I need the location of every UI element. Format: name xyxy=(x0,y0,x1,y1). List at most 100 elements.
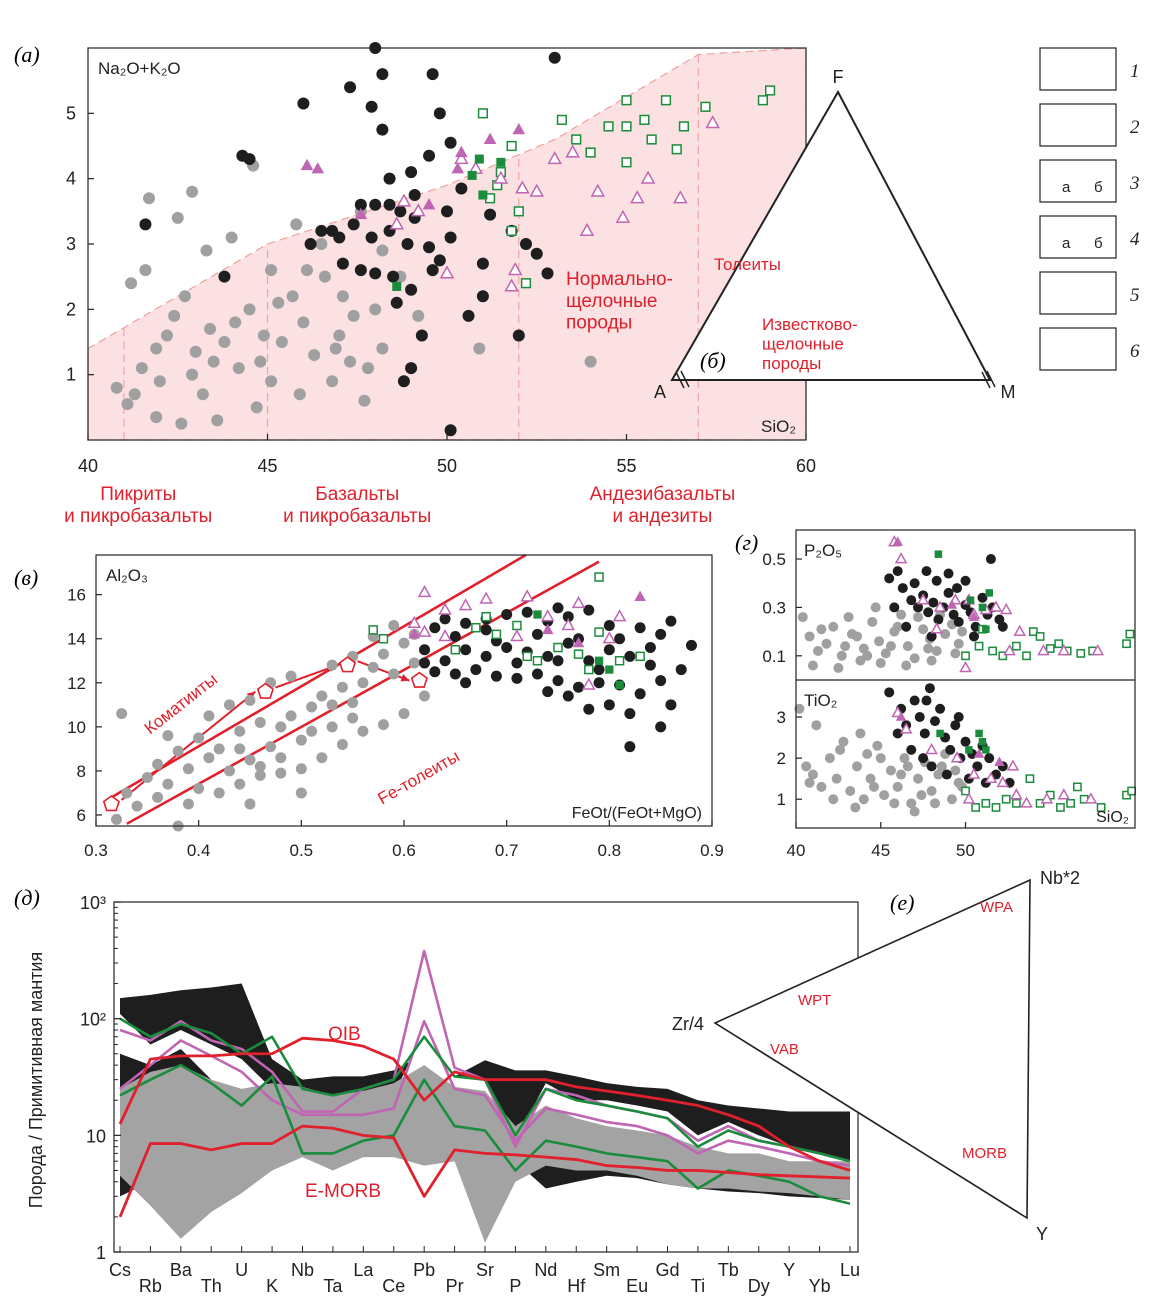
a-green-filled-square xyxy=(392,281,402,291)
a-gray-point xyxy=(308,349,321,362)
g-bottom-gray-point xyxy=(896,769,907,780)
a-black-point xyxy=(476,290,489,303)
g-bottom-pink-open-triangle xyxy=(1006,759,1020,771)
g-bottom-pink-open-triangle xyxy=(1040,792,1054,804)
v-gray-point xyxy=(285,710,297,722)
x-tick-label: K xyxy=(266,1276,278,1296)
v-gray-point xyxy=(141,772,153,784)
region-label: Коматииты xyxy=(141,670,221,738)
x-tick-label: 0.3 xyxy=(84,841,108,860)
a-gray-point xyxy=(290,218,303,231)
a-green-filled-square xyxy=(496,157,506,167)
a-black-point xyxy=(426,68,439,81)
a-gray-point xyxy=(297,316,310,329)
legend-number: 4 xyxy=(1130,229,1140,250)
v-pink-open-triangle xyxy=(438,629,452,642)
g-top-black-point xyxy=(897,583,908,594)
v-black-point xyxy=(511,672,523,684)
g-bottom-gray-point xyxy=(872,740,883,751)
region-label: Fe-толеиты xyxy=(375,746,463,808)
g-bottom-gray-point xyxy=(950,765,961,776)
a-gray-point xyxy=(196,388,209,401)
v-gray-point xyxy=(223,699,235,711)
a-black-point xyxy=(369,198,382,211)
g-top-green-open-square xyxy=(1035,632,1045,641)
legend-box-1 xyxy=(1039,47,1117,91)
v-black-point xyxy=(685,639,697,651)
g-top-pink-open-triangle xyxy=(989,600,1003,612)
v-black-point xyxy=(655,628,667,640)
v-black-point xyxy=(542,686,554,698)
vertex-label: Y xyxy=(1036,1224,1048,1244)
v-green-open-square xyxy=(368,625,378,635)
x-tick-label: 45 xyxy=(871,841,890,860)
g-bottom-gray-point xyxy=(902,761,913,772)
g-bottom-gray-point xyxy=(794,703,805,714)
a-gray-point xyxy=(225,231,238,244)
a-gray-point xyxy=(110,381,123,394)
a-gray-point xyxy=(329,342,342,355)
g-top-gray-point xyxy=(843,612,854,623)
v-pink-open-triangle xyxy=(438,602,452,615)
a-gray-point xyxy=(128,388,141,401)
v-gray-point xyxy=(254,716,266,728)
a-pink-open-triangle xyxy=(454,151,469,165)
v-gray-point xyxy=(116,708,128,720)
v-gray-point xyxy=(377,719,389,731)
g-bottom-gray-point xyxy=(852,761,863,772)
a-pink-filled-triangle xyxy=(512,122,526,135)
g-bottom-gray-point xyxy=(946,794,957,805)
y-tick-label: 16 xyxy=(67,586,86,605)
g-bottom-black-point xyxy=(918,753,929,764)
v-green-open-square xyxy=(594,627,604,637)
g-bottom-gray-point xyxy=(862,749,873,759)
panel-label-g: (г) xyxy=(735,530,758,555)
g-bottom-black-point xyxy=(892,728,903,739)
a-pink-filled-triangle xyxy=(300,158,314,171)
v-gray-point xyxy=(193,732,205,744)
v-green-open-square xyxy=(635,651,645,662)
g-bottom-green-open-square xyxy=(1011,798,1021,808)
g-top-pink-open-triangle xyxy=(933,600,947,612)
v-gray-point xyxy=(275,752,287,764)
a-gray-point xyxy=(369,303,382,316)
v-pink-open-triangle xyxy=(510,629,524,642)
a-black-point xyxy=(333,231,346,244)
g-top-gray-point xyxy=(940,629,951,640)
x-tick-label: Nd xyxy=(534,1260,557,1280)
panel-label-d: (д) xyxy=(14,885,40,910)
a-black-point xyxy=(376,123,389,136)
v-gray-point xyxy=(234,778,246,790)
g-bottom-black-point xyxy=(914,712,925,722)
v-black-point xyxy=(562,611,574,623)
v-gray-point xyxy=(182,763,194,775)
g-top-gray-point xyxy=(923,643,934,654)
a-gray-point xyxy=(189,345,202,358)
a-black-point xyxy=(484,208,497,221)
legend-number: 3 xyxy=(1129,173,1140,194)
a-black-point xyxy=(383,198,396,211)
g-bottom-green-open-square xyxy=(971,803,981,812)
g-bottom-green-filled-square xyxy=(975,729,983,738)
v-gray-point xyxy=(234,725,246,737)
g-bottom-black-point xyxy=(926,761,937,772)
a-black-point xyxy=(455,182,468,195)
a-pink-open-triangle xyxy=(389,216,405,230)
v-green-open-square xyxy=(471,622,481,633)
g-bottom-gray-point xyxy=(811,720,822,731)
v-gray-point xyxy=(152,791,164,803)
v-gray-point xyxy=(244,694,256,706)
a-green-open-square xyxy=(671,144,682,155)
a-green-open-square xyxy=(513,206,524,217)
g-top-black-point xyxy=(968,631,979,642)
y-tick-label: 14 xyxy=(67,630,86,649)
a-gray-point xyxy=(229,316,242,329)
x-tick-label: Sm xyxy=(593,1260,620,1280)
g-top-gray-point xyxy=(804,631,815,642)
v-gray-point xyxy=(398,708,410,720)
green-envelope-lower xyxy=(119,1063,851,1205)
v-black-point xyxy=(429,622,441,634)
evolution-arrow xyxy=(357,660,410,682)
a-pink-filled-triangle xyxy=(354,207,368,220)
